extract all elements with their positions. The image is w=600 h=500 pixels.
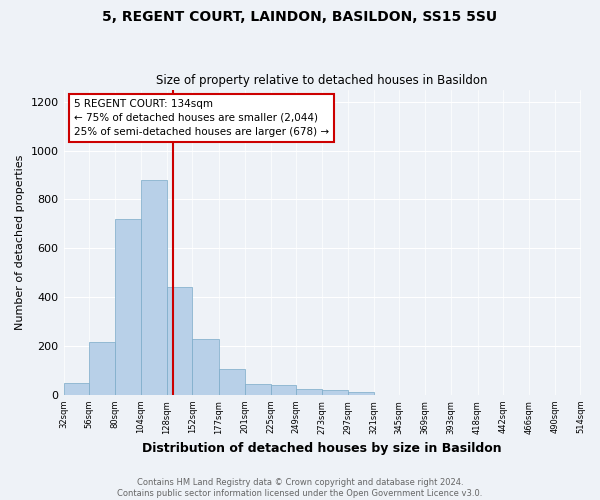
Bar [245, 384, 271, 395]
Text: Contains HM Land Registry data © Crown copyright and database right 2024.
Contai: Contains HM Land Registry data © Crown c… [118, 478, 482, 498]
Bar [89, 342, 115, 395]
Bar [64, 382, 89, 395]
Y-axis label: Number of detached properties: Number of detached properties [15, 154, 25, 330]
Bar [271, 385, 296, 395]
Bar [167, 288, 192, 395]
Bar [296, 389, 322, 395]
Bar [219, 370, 245, 395]
Bar [192, 338, 219, 395]
Bar [141, 180, 167, 395]
Text: 5, REGENT COURT, LAINDON, BASILDON, SS15 5SU: 5, REGENT COURT, LAINDON, BASILDON, SS15… [103, 10, 497, 24]
Bar [322, 390, 348, 395]
Title: Size of property relative to detached houses in Basildon: Size of property relative to detached ho… [156, 74, 488, 87]
Bar [115, 219, 141, 395]
X-axis label: Distribution of detached houses by size in Basildon: Distribution of detached houses by size … [142, 442, 502, 455]
Text: 5 REGENT COURT: 134sqm
← 75% of detached houses are smaller (2,044)
25% of semi-: 5 REGENT COURT: 134sqm ← 75% of detached… [74, 98, 329, 136]
Bar [348, 392, 374, 395]
